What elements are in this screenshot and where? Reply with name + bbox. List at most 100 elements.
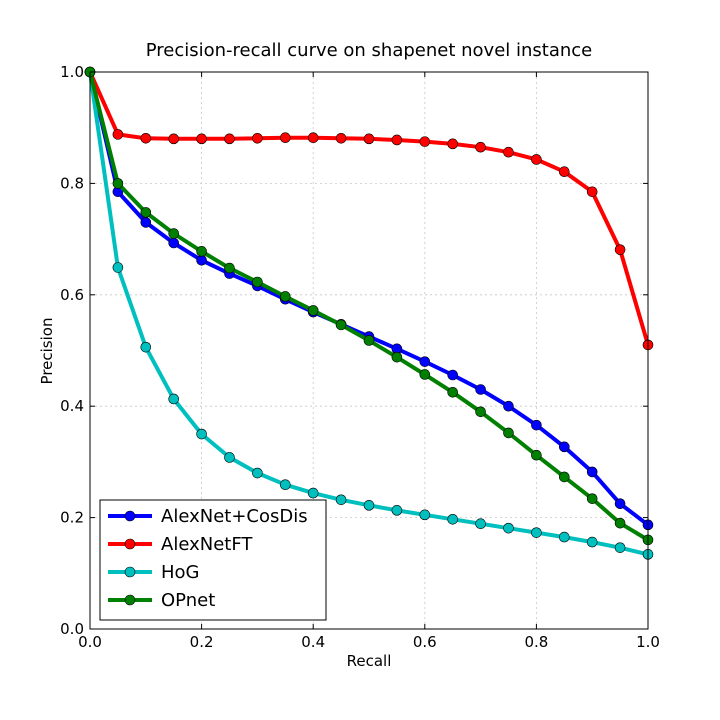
data-point-alexnet-cosdis (140, 217, 152, 228)
data-point-opnet (224, 262, 235, 274)
legend-item-hog: HoG (108, 562, 200, 583)
legend-label: AlexNet+CosDis (161, 506, 308, 527)
data-point-opnet (196, 246, 207, 257)
x-tick-label: 0.2 (190, 633, 214, 651)
data-point-alexnetft (475, 141, 486, 153)
data-point-hog (586, 536, 598, 548)
x-axis-label: Recall (347, 652, 392, 670)
legend-swatch-marker (124, 566, 136, 578)
data-point-alexnetft (614, 244, 626, 255)
data-point-alexnetft (224, 133, 235, 145)
data-point-alexnetft (531, 154, 542, 165)
data-point-opnet (252, 276, 263, 288)
data-point-alexnetft (112, 129, 124, 140)
legend-swatch-marker (124, 594, 136, 606)
data-point-opnet (307, 305, 319, 316)
data-point-opnet (503, 427, 514, 439)
data-point-alexnetft (586, 186, 598, 198)
y-tick-label: 0.2 (60, 509, 84, 527)
data-point-hog (279, 479, 291, 491)
data-point-alexnet-cosdis (503, 400, 514, 412)
data-point-alexnetft (140, 132, 152, 144)
data-point-alexnet-cosdis (419, 356, 431, 367)
legend-label: OPnet (161, 590, 215, 611)
chart-title: Precision-recall curve on shapenet novel… (146, 40, 593, 61)
data-point-opnet (391, 351, 403, 363)
data-point-hog (531, 527, 542, 538)
data-point-alexnetft (279, 132, 291, 144)
data-point-hog (224, 452, 235, 463)
data-point-hog (475, 518, 486, 530)
data-point-alexnetft (252, 132, 263, 144)
data-point-hog (140, 341, 152, 353)
legend: AlexNet+CosDis AlexNetFT HoG OPnet (99, 499, 327, 621)
data-point-hog (196, 428, 207, 440)
data-point-alexnet-cosdis (558, 441, 570, 453)
data-point-opnet (614, 517, 626, 529)
x-tick-label: 0.8 (524, 633, 548, 651)
y-tick-label: 0.6 (60, 286, 84, 304)
data-point-hog (363, 500, 375, 511)
data-point-alexnetft (363, 133, 375, 145)
data-point-alexnetft (307, 132, 319, 144)
legend-swatch-marker (124, 538, 136, 550)
data-point-opnet (363, 335, 375, 346)
data-point-hog (252, 467, 263, 479)
x-tick-label: 0.4 (301, 633, 325, 651)
data-point-opnet (447, 386, 459, 398)
data-point-opnet (335, 319, 347, 331)
data-point-alexnet-cosdis (531, 419, 542, 431)
data-point-opnet (279, 291, 291, 302)
legend-entries: AlexNet+CosDis AlexNetFT HoG OPnet (108, 506, 308, 611)
data-point-opnet (475, 406, 486, 418)
data-point-alexnet-cosdis (586, 466, 598, 478)
data-point-hog (614, 542, 626, 553)
data-point-opnet (168, 228, 179, 239)
series-layer (84, 66, 654, 560)
data-point-opnet (112, 178, 124, 189)
data-point-hog (307, 487, 319, 499)
data-point-alexnetft (335, 132, 347, 144)
grid (90, 72, 648, 629)
data-point-alexnetft (558, 166, 570, 178)
data-point-opnet (531, 449, 542, 461)
data-point-hog (335, 494, 347, 506)
x-tick-label: 0.0 (78, 633, 102, 651)
data-point-alexnetft (196, 133, 207, 145)
series-alexnetft (84, 66, 654, 351)
y-tick-label: 0.0 (60, 620, 84, 638)
data-point-hog (447, 513, 459, 525)
legend-swatch-marker (124, 510, 136, 522)
data-point-alexnet-cosdis (614, 498, 626, 509)
data-point-hog (503, 522, 514, 534)
legend-label: AlexNetFT (161, 534, 253, 555)
data-point-hog (112, 262, 124, 273)
data-point-alexnetft (419, 136, 431, 147)
data-point-opnet (586, 493, 598, 504)
data-point-hog (558, 531, 570, 543)
y-tick-label: 0.4 (60, 397, 84, 415)
x-tick-label: 0.6 (413, 633, 437, 651)
legend-item-alexnetft: AlexNetFT (108, 534, 253, 555)
data-point-opnet (140, 207, 152, 218)
series-opnet (84, 66, 654, 546)
tick-layer: 0.0 0.2 0.4 0.6 0.8 1.0 0.0 0.2 0.4 0.6 0.8 1.0 (60, 63, 660, 651)
y-tick-label: 0.8 (60, 174, 84, 192)
data-point-alexnet-cosdis (475, 384, 486, 395)
data-point-alexnet-cosdis (168, 237, 179, 249)
y-axis-label: Precision (38, 318, 56, 385)
plot-frame (89, 71, 649, 630)
legend-item-opnet: OPnet (108, 590, 215, 611)
data-point-hog (419, 509, 431, 521)
data-point-hog (391, 505, 403, 516)
data-point-opnet (419, 369, 431, 380)
data-point-opnet (558, 471, 570, 483)
x-tick-label: 1.0 (636, 633, 660, 651)
data-point-alexnetft (447, 138, 459, 150)
data-point-alexnet-cosdis (447, 369, 459, 381)
legend-label: HoG (161, 562, 200, 583)
series-line-alexnetft (88, 71, 650, 346)
data-point-alexnet-cosdis (196, 254, 207, 266)
y-tick-label: 1.0 (60, 63, 84, 81)
